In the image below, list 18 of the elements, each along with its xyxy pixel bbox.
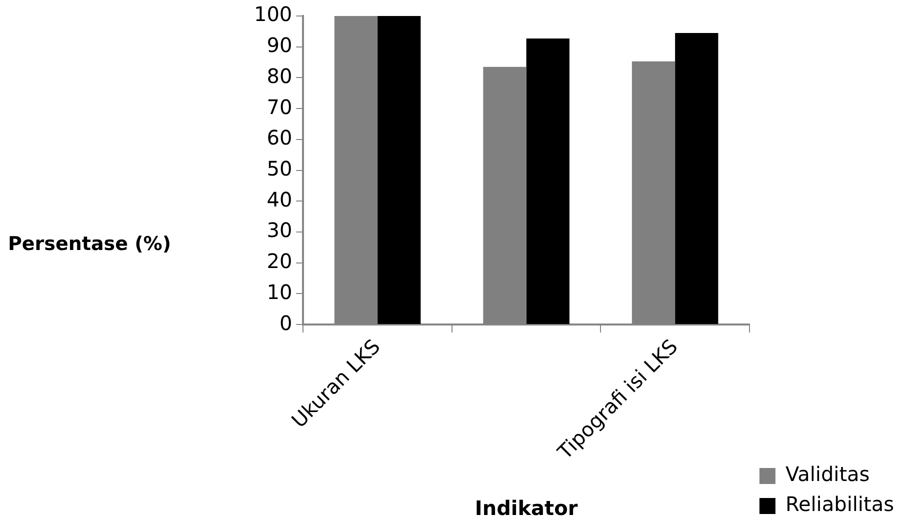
legend-label: Validitas [785,462,870,486]
legend-label: Reliabilitas [785,492,894,516]
y-tick-label: 90 [266,33,292,58]
y-tick-label: 50 [266,156,292,180]
y-tick-label: 30 [266,218,292,242]
x-axis-title: Indikator [474,496,578,520]
y-tick-label: 20 [266,249,292,274]
y-tick-label: 80 [266,64,292,88]
y-tick-label: 0 [279,310,292,335]
y-tick-label: 100 [254,2,292,26]
y-tick-label: 10 [266,280,292,304]
y-tick-label: 70 [266,94,292,119]
y-tick-label: 40 [266,187,292,212]
bar [378,16,421,324]
bar [675,32,718,324]
y-tick-label: 60 [266,126,292,150]
y-axis-title: Persentase (%) [8,233,172,255]
bar [526,38,570,324]
